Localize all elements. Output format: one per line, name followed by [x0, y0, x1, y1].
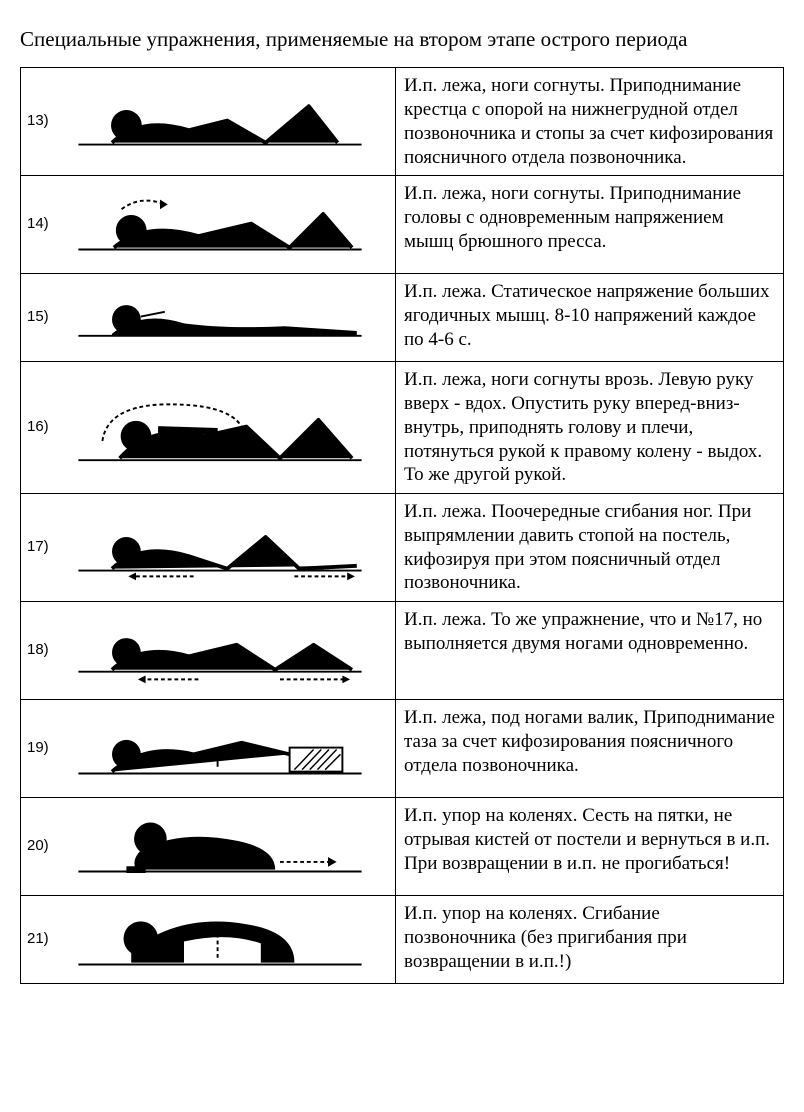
exercise-number: 20)	[27, 837, 55, 856]
figure-cell: 16)	[21, 362, 396, 494]
figure-cell: 19)	[21, 700, 396, 798]
exercise-figure-icon	[65, 190, 389, 260]
exercise-description: И.п. лежа, ноги согнуты. Приподнимание к…	[396, 68, 784, 176]
exercise-number: 14)	[27, 215, 55, 234]
exercise-figure-icon	[65, 393, 389, 463]
exercise-figure-icon	[65, 513, 389, 583]
figure-cell: 20)	[21, 798, 396, 896]
exercise-number: 19)	[27, 739, 55, 758]
figure-cell: 17)	[21, 494, 396, 602]
exercise-description: И.п. лежа. Статическое напряжение больши…	[396, 274, 784, 362]
exercise-description: И.п. лежа, ноги согнуты врозь. Левую рук…	[396, 362, 784, 494]
table-row: 16) И.п. лежа, ноги согнуты врозь. Левую…	[21, 362, 784, 494]
table-row: 18) И.п. лежа. То же упражнение, что и №…	[21, 602, 784, 700]
exercise-figure-icon	[65, 87, 389, 157]
exercise-number: 17)	[27, 538, 55, 557]
exercise-table: 13) И.п. лежа, ноги согнуты. Приподниман…	[20, 67, 784, 984]
figure-cell: 14)	[21, 176, 396, 274]
exercise-number: 13)	[27, 112, 55, 131]
exercise-number: 21)	[27, 930, 55, 949]
exercise-number: 15)	[27, 308, 55, 327]
exercise-description: И.п. лежа. Поочередные сгибания ног. При…	[396, 494, 784, 602]
figure-cell: 15)	[21, 274, 396, 362]
figure-cell: 21)	[21, 896, 396, 984]
exercise-description: И.п. упор на коленях. Сгибание позвоночн…	[396, 896, 784, 984]
table-row: 13) И.п. лежа, ноги согнуты. Приподниман…	[21, 68, 784, 176]
table-row: 17) И.п. лежа. Поочередные сгибания ног.…	[21, 494, 784, 602]
exercise-description: И.п. упор на коленях. Сесть на пятки, не…	[396, 798, 784, 896]
table-row: 14) И.п. лежа, ноги согнуты. Приподниман…	[21, 176, 784, 274]
exercise-figure-icon	[65, 714, 389, 784]
table-row: 20) И.п. упор на коленях. Сесть на пятки…	[21, 798, 784, 896]
exercise-description: И.п. лежа, под ногами валик, Приподниман…	[396, 700, 784, 798]
exercise-description: И.п. лежа, ноги согнуты. Приподнимание г…	[396, 176, 784, 274]
exercise-number: 18)	[27, 641, 55, 660]
exercise-figure-icon	[65, 812, 389, 882]
exercise-figure-icon	[65, 616, 389, 686]
exercise-description: И.п. лежа. То же упражнение, что и №17, …	[396, 602, 784, 700]
figure-cell: 18)	[21, 602, 396, 700]
table-row: 19) И.п. лежа, под ногами валик, Приподн…	[21, 700, 784, 798]
page-title: Специальные упражнения, применяемые на в…	[20, 25, 784, 53]
exercise-figure-icon	[65, 283, 389, 353]
table-row: 15) И.п. лежа. Статическое напряжение бо…	[21, 274, 784, 362]
exercise-figure-icon	[65, 905, 389, 975]
exercise-number: 16)	[27, 418, 55, 437]
table-row: 21) И.п. упор на коленях. Сгибание позво…	[21, 896, 784, 984]
figure-cell: 13)	[21, 68, 396, 176]
